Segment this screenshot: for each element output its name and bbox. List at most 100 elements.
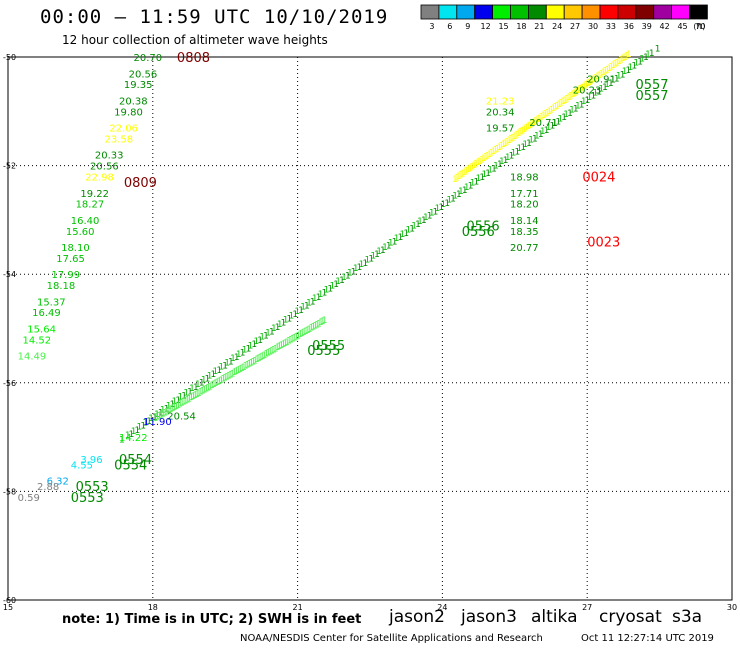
swh-value-label: 18.18 [47, 281, 76, 292]
track-point: 1 [222, 362, 228, 372]
satellite-altika-label: altika [531, 607, 578, 627]
track-point: 1 [312, 322, 318, 332]
swh-value-label: 20.70 [133, 53, 162, 64]
track-point: 1 [441, 200, 447, 210]
track-point: 1 [535, 115, 541, 125]
track-point: 1 [234, 353, 240, 363]
satellite-cryosat-label: cryosat [599, 607, 662, 627]
track-point: 1 [509, 152, 515, 162]
track-point: 1 [610, 61, 616, 71]
track-point: 1 [239, 364, 245, 374]
track-point: 1 [476, 174, 482, 184]
credit-right: Oct 11 12:27:14 UTC 2019 [581, 633, 714, 644]
swh-value-label: 20.38 [119, 96, 148, 107]
track-point: 1 [181, 398, 187, 408]
swh-value-label: 20.56 [129, 69, 158, 80]
track-point: 1 [561, 113, 567, 123]
track-point: 1 [277, 320, 283, 330]
track-point: 1 [522, 140, 528, 150]
track-point: 1 [305, 326, 311, 336]
time-label: 0023 [587, 236, 620, 251]
legend-swatch [689, 4, 708, 20]
track-point: 1 [520, 126, 526, 136]
time-label: 0024 [582, 170, 615, 185]
legend-label: 30 [588, 22, 598, 31]
track-point: 1 [579, 100, 585, 110]
legend-swatch [438, 4, 458, 20]
time-label: 0553 [76, 480, 109, 495]
track-point: 1 [382, 243, 388, 253]
track-point: 1 [183, 388, 189, 398]
track-point: 1 [193, 383, 199, 393]
track-point: 1 [339, 276, 345, 286]
track-point: 1 [263, 332, 269, 342]
swh-value-label: 15.64 [27, 325, 56, 336]
track-point: 1 [277, 342, 283, 352]
swh-value-label: 17.99 [51, 270, 80, 281]
swh-value-label: 20.56 [90, 162, 119, 173]
track-point: 1 [597, 71, 603, 81]
track-point: 1 [237, 365, 243, 375]
track-point: 1 [228, 370, 234, 380]
track-point: 1 [376, 247, 382, 257]
track-point: 1 [148, 414, 154, 424]
track-point: 1 [605, 65, 611, 75]
track-point: 1 [614, 75, 620, 85]
track-point: 1 [462, 186, 468, 196]
track-point: 1 [257, 336, 263, 346]
swh-value-label: 14.22 [119, 433, 148, 444]
track-point: 1 [275, 323, 281, 333]
track-point: 1 [290, 335, 296, 345]
swh-value-label: 0.59 [18, 493, 40, 504]
track-point: 1 [506, 136, 512, 146]
track-point: 1 [188, 393, 194, 403]
track-point: 1 [286, 314, 292, 324]
swh-value-label: 20.23 [573, 86, 602, 97]
legend-label: 36 [624, 22, 634, 31]
track-point: 1 [541, 111, 547, 121]
track-point: 1 [446, 196, 452, 206]
track-point: 1 [489, 149, 495, 159]
track-point: 1 [589, 76, 595, 86]
time-label: 0554 [114, 458, 147, 473]
track-point: 1 [203, 384, 209, 394]
track-point: 1 [593, 74, 599, 84]
track-point: 1 [218, 376, 224, 386]
track-point: 1 [314, 320, 320, 330]
track-point: 1 [304, 302, 310, 312]
track-point: 1 [581, 97, 587, 107]
track-point: 1 [596, 87, 602, 97]
track-point: 1 [505, 153, 511, 163]
track-point: 1 [528, 136, 534, 146]
track-point: 1 [479, 155, 485, 165]
track-point: 1 [485, 169, 491, 179]
track-point: 1 [491, 165, 497, 175]
credit-left: NOAA/NESDIS Center for Satellite Applica… [240, 633, 543, 644]
track-point: 1 [205, 383, 211, 393]
track-point: 1 [564, 94, 570, 104]
track-point: 1 [320, 317, 326, 327]
swh-value-label: 18.35 [510, 227, 539, 238]
track-point: 1 [195, 380, 201, 390]
track-point: 1 [185, 395, 191, 405]
track-point: 1 [423, 213, 429, 223]
legend-swatch [545, 4, 565, 20]
track-point: 1 [309, 324, 315, 334]
track-point: 1 [655, 45, 661, 55]
track-point: 1 [265, 328, 271, 338]
track-point: 1 [347, 268, 353, 278]
swh-value-label: 6.32 [47, 477, 69, 488]
track-point: 1 [477, 157, 483, 167]
track-point: 1 [300, 303, 306, 313]
track-point: 1 [327, 284, 333, 294]
track-point: 1 [234, 367, 240, 377]
track-point: 1 [335, 277, 341, 287]
track-point: 1 [187, 387, 193, 397]
swh-value-label: 20.54 [167, 411, 196, 422]
track-point: 1 [246, 344, 252, 354]
track-point: 1 [555, 117, 561, 127]
track-point: 1 [518, 128, 524, 138]
track-point: 1 [280, 340, 286, 350]
track-point: 1 [405, 226, 411, 236]
lon-tick-label: 21 [293, 603, 303, 612]
